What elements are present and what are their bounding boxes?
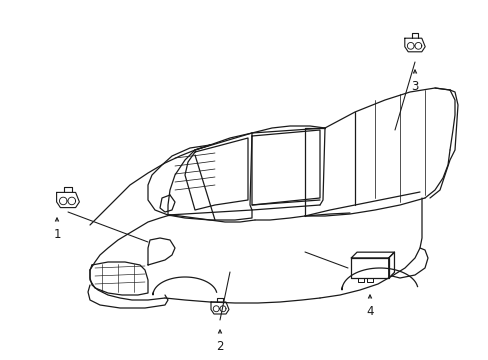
Text: 3: 3	[410, 80, 418, 93]
Text: 2: 2	[216, 340, 224, 353]
Text: 4: 4	[366, 305, 373, 318]
Text: 1: 1	[53, 228, 61, 241]
